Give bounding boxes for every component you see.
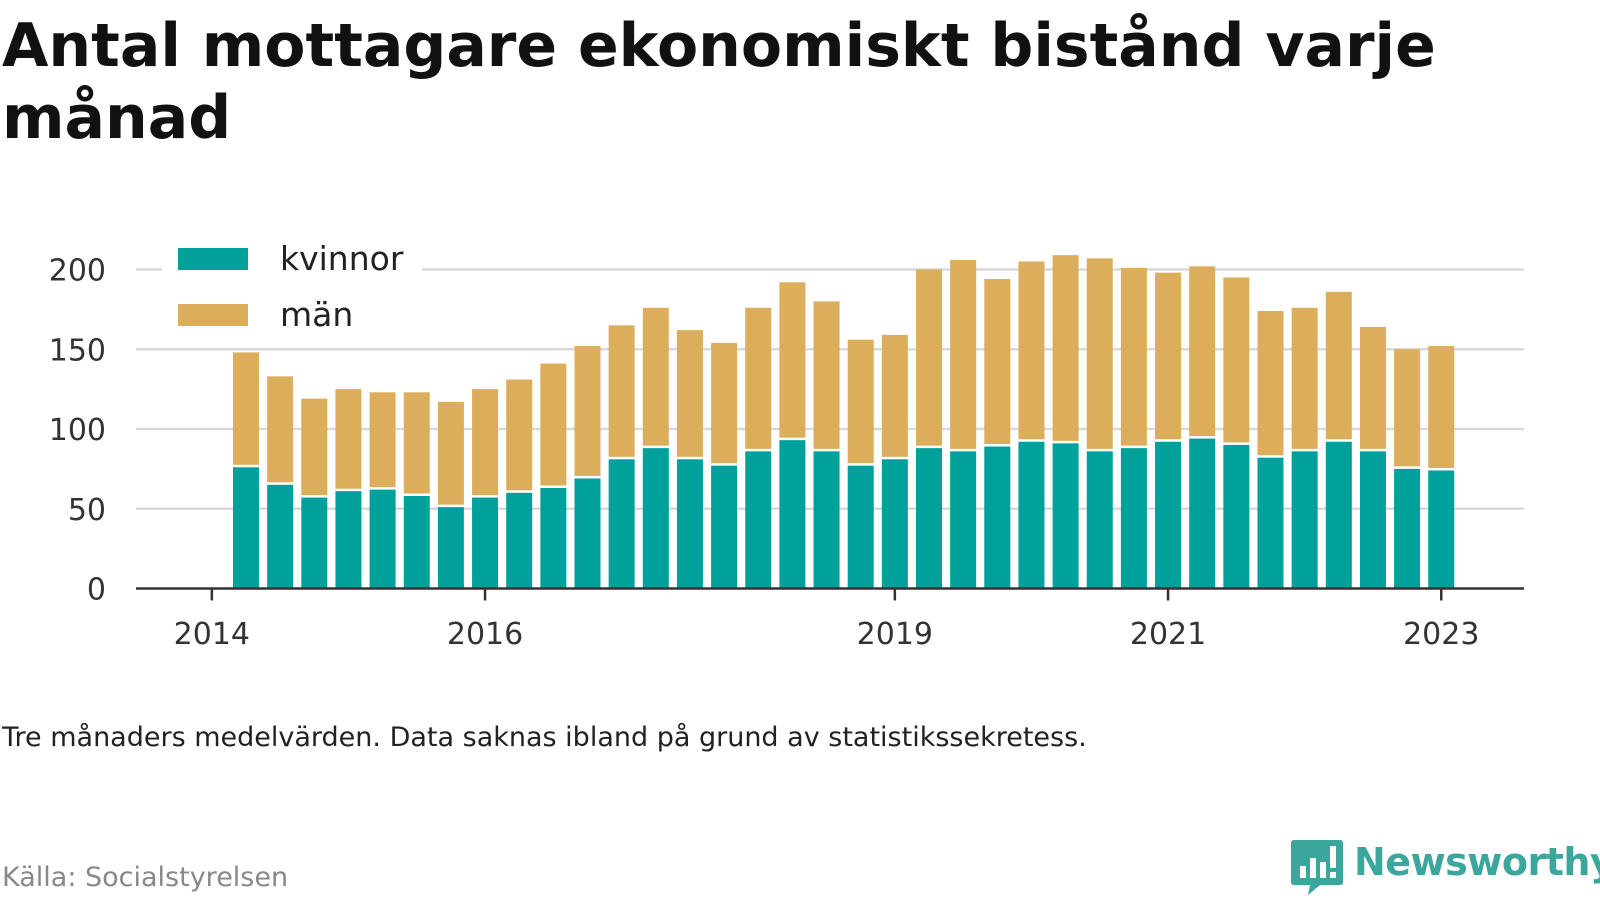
bar-kvinnor <box>1120 448 1147 589</box>
bar-kvinnor <box>1257 457 1284 589</box>
bar-man <box>779 282 806 438</box>
bar-man <box>1189 266 1216 437</box>
bar-man <box>1359 326 1386 449</box>
bar-kvinnor <box>403 495 430 589</box>
bar-man <box>881 334 908 457</box>
bar-kvinnor <box>779 440 806 589</box>
bar-man <box>916 269 942 446</box>
bar-man <box>642 307 669 446</box>
bar-man <box>676 330 703 457</box>
bar-man <box>711 342 738 464</box>
bar-man <box>950 259 977 449</box>
bar-man <box>745 307 772 449</box>
bar-man <box>472 389 499 496</box>
bar-kvinnor <box>233 467 259 589</box>
bar-kvinnor <box>813 451 840 589</box>
bar-kvinnor <box>1223 444 1250 589</box>
bar-kvinnor <box>1291 451 1318 589</box>
stacked-bar-chart: 0 50 100 150 200 2014 2016 2019 2021 2023 kvinno… <box>48 236 1524 652</box>
y-tick-label: 100 <box>49 413 106 448</box>
bar-man <box>813 301 840 449</box>
bar-man <box>984 279 1011 445</box>
bar-kvinnor <box>745 451 772 589</box>
bar-kvinnor <box>847 465 874 589</box>
bar-man <box>1394 349 1421 467</box>
bar-kvinnor <box>267 484 294 589</box>
bar-man <box>437 401 464 505</box>
axes <box>136 587 1524 601</box>
bar-man <box>1155 272 1182 440</box>
bar-man <box>1086 258 1113 449</box>
bar-kvinnor <box>1052 443 1079 589</box>
bar-man <box>1052 255 1079 441</box>
bar-kvinnor <box>1018 441 1045 589</box>
bar-kvinnor <box>301 497 328 589</box>
bar-kvinnor <box>950 451 977 589</box>
bar-man <box>1223 277 1250 443</box>
legend: kvinnor män <box>162 236 422 348</box>
bar-kvinnor <box>574 478 601 589</box>
bar-kvinnor <box>1428 470 1455 589</box>
bar-man <box>506 379 533 491</box>
bar-man <box>540 363 567 486</box>
source-credit: Källa: Socialstyrelsen <box>2 862 289 893</box>
bar-man <box>1291 307 1318 449</box>
y-tick-label: 150 <box>49 333 106 368</box>
bar-man <box>1257 310 1284 456</box>
bar-man <box>369 392 396 488</box>
bar-kvinnor <box>676 459 703 589</box>
bars <box>233 255 1455 589</box>
bar-man <box>1018 261 1045 440</box>
bar-kvinnor <box>984 446 1011 589</box>
bar-man <box>335 389 362 489</box>
bar-kvinnor <box>881 459 908 589</box>
bar-kvinnor <box>472 497 499 589</box>
bar-man <box>403 392 430 494</box>
brand-name: Newsworthy <box>1354 840 1600 884</box>
x-tick-label: 2021 <box>1130 617 1206 652</box>
bar-man <box>608 325 635 457</box>
x-tick-label: 2019 <box>857 617 933 652</box>
bar-kvinnor <box>540 488 567 589</box>
x-tick-label: 2016 <box>447 617 523 652</box>
bar-man <box>267 376 294 483</box>
bar-kvinnor <box>437 507 464 589</box>
bar-kvinnor <box>1325 441 1352 589</box>
x-tick-label: 2014 <box>174 617 250 652</box>
bar-kvinnor <box>335 491 362 589</box>
bar-man <box>301 398 328 496</box>
bar-man <box>847 339 874 464</box>
bar-kvinnor <box>369 489 396 589</box>
bar-kvinnor <box>506 492 533 589</box>
bar-kvinnor <box>608 459 635 589</box>
y-tick-label: 0 <box>87 573 106 608</box>
bar-man <box>574 346 601 476</box>
bar-man <box>1120 267 1147 446</box>
bar-kvinnor <box>1359 451 1386 589</box>
chart-note: Tre månaders medelvärden. Data saknas ib… <box>2 722 1087 753</box>
legend-label: kvinnor <box>280 239 404 278</box>
bar-man <box>1325 291 1352 440</box>
y-tick-label: 200 <box>49 254 106 289</box>
bar-kvinnor <box>642 448 669 589</box>
bar-kvinnor <box>1394 468 1421 589</box>
legend-swatch-man <box>178 304 248 326</box>
bar-kvinnor <box>1189 438 1216 589</box>
bar-kvinnor <box>1155 441 1182 589</box>
x-tick-labels: 2014 2016 2019 2021 2023 <box>174 617 1480 652</box>
x-tick-label: 2023 <box>1403 617 1479 652</box>
bar-kvinnor <box>916 448 942 589</box>
bar-kvinnor <box>711 465 738 589</box>
newsworthy-chart-bubble-icon <box>1291 840 1343 895</box>
legend-swatch-kvinnor <box>178 248 248 270</box>
bar-man <box>233 352 259 465</box>
y-tick-labels: 0 50 100 150 200 <box>49 254 106 608</box>
legend-label: män <box>280 295 353 334</box>
chart-title: Antal mottagare ekonomiskt bistånd varje… <box>2 11 1436 153</box>
y-tick-label: 50 <box>68 493 106 528</box>
bar-man <box>1428 346 1455 468</box>
bar-kvinnor <box>1086 451 1113 589</box>
